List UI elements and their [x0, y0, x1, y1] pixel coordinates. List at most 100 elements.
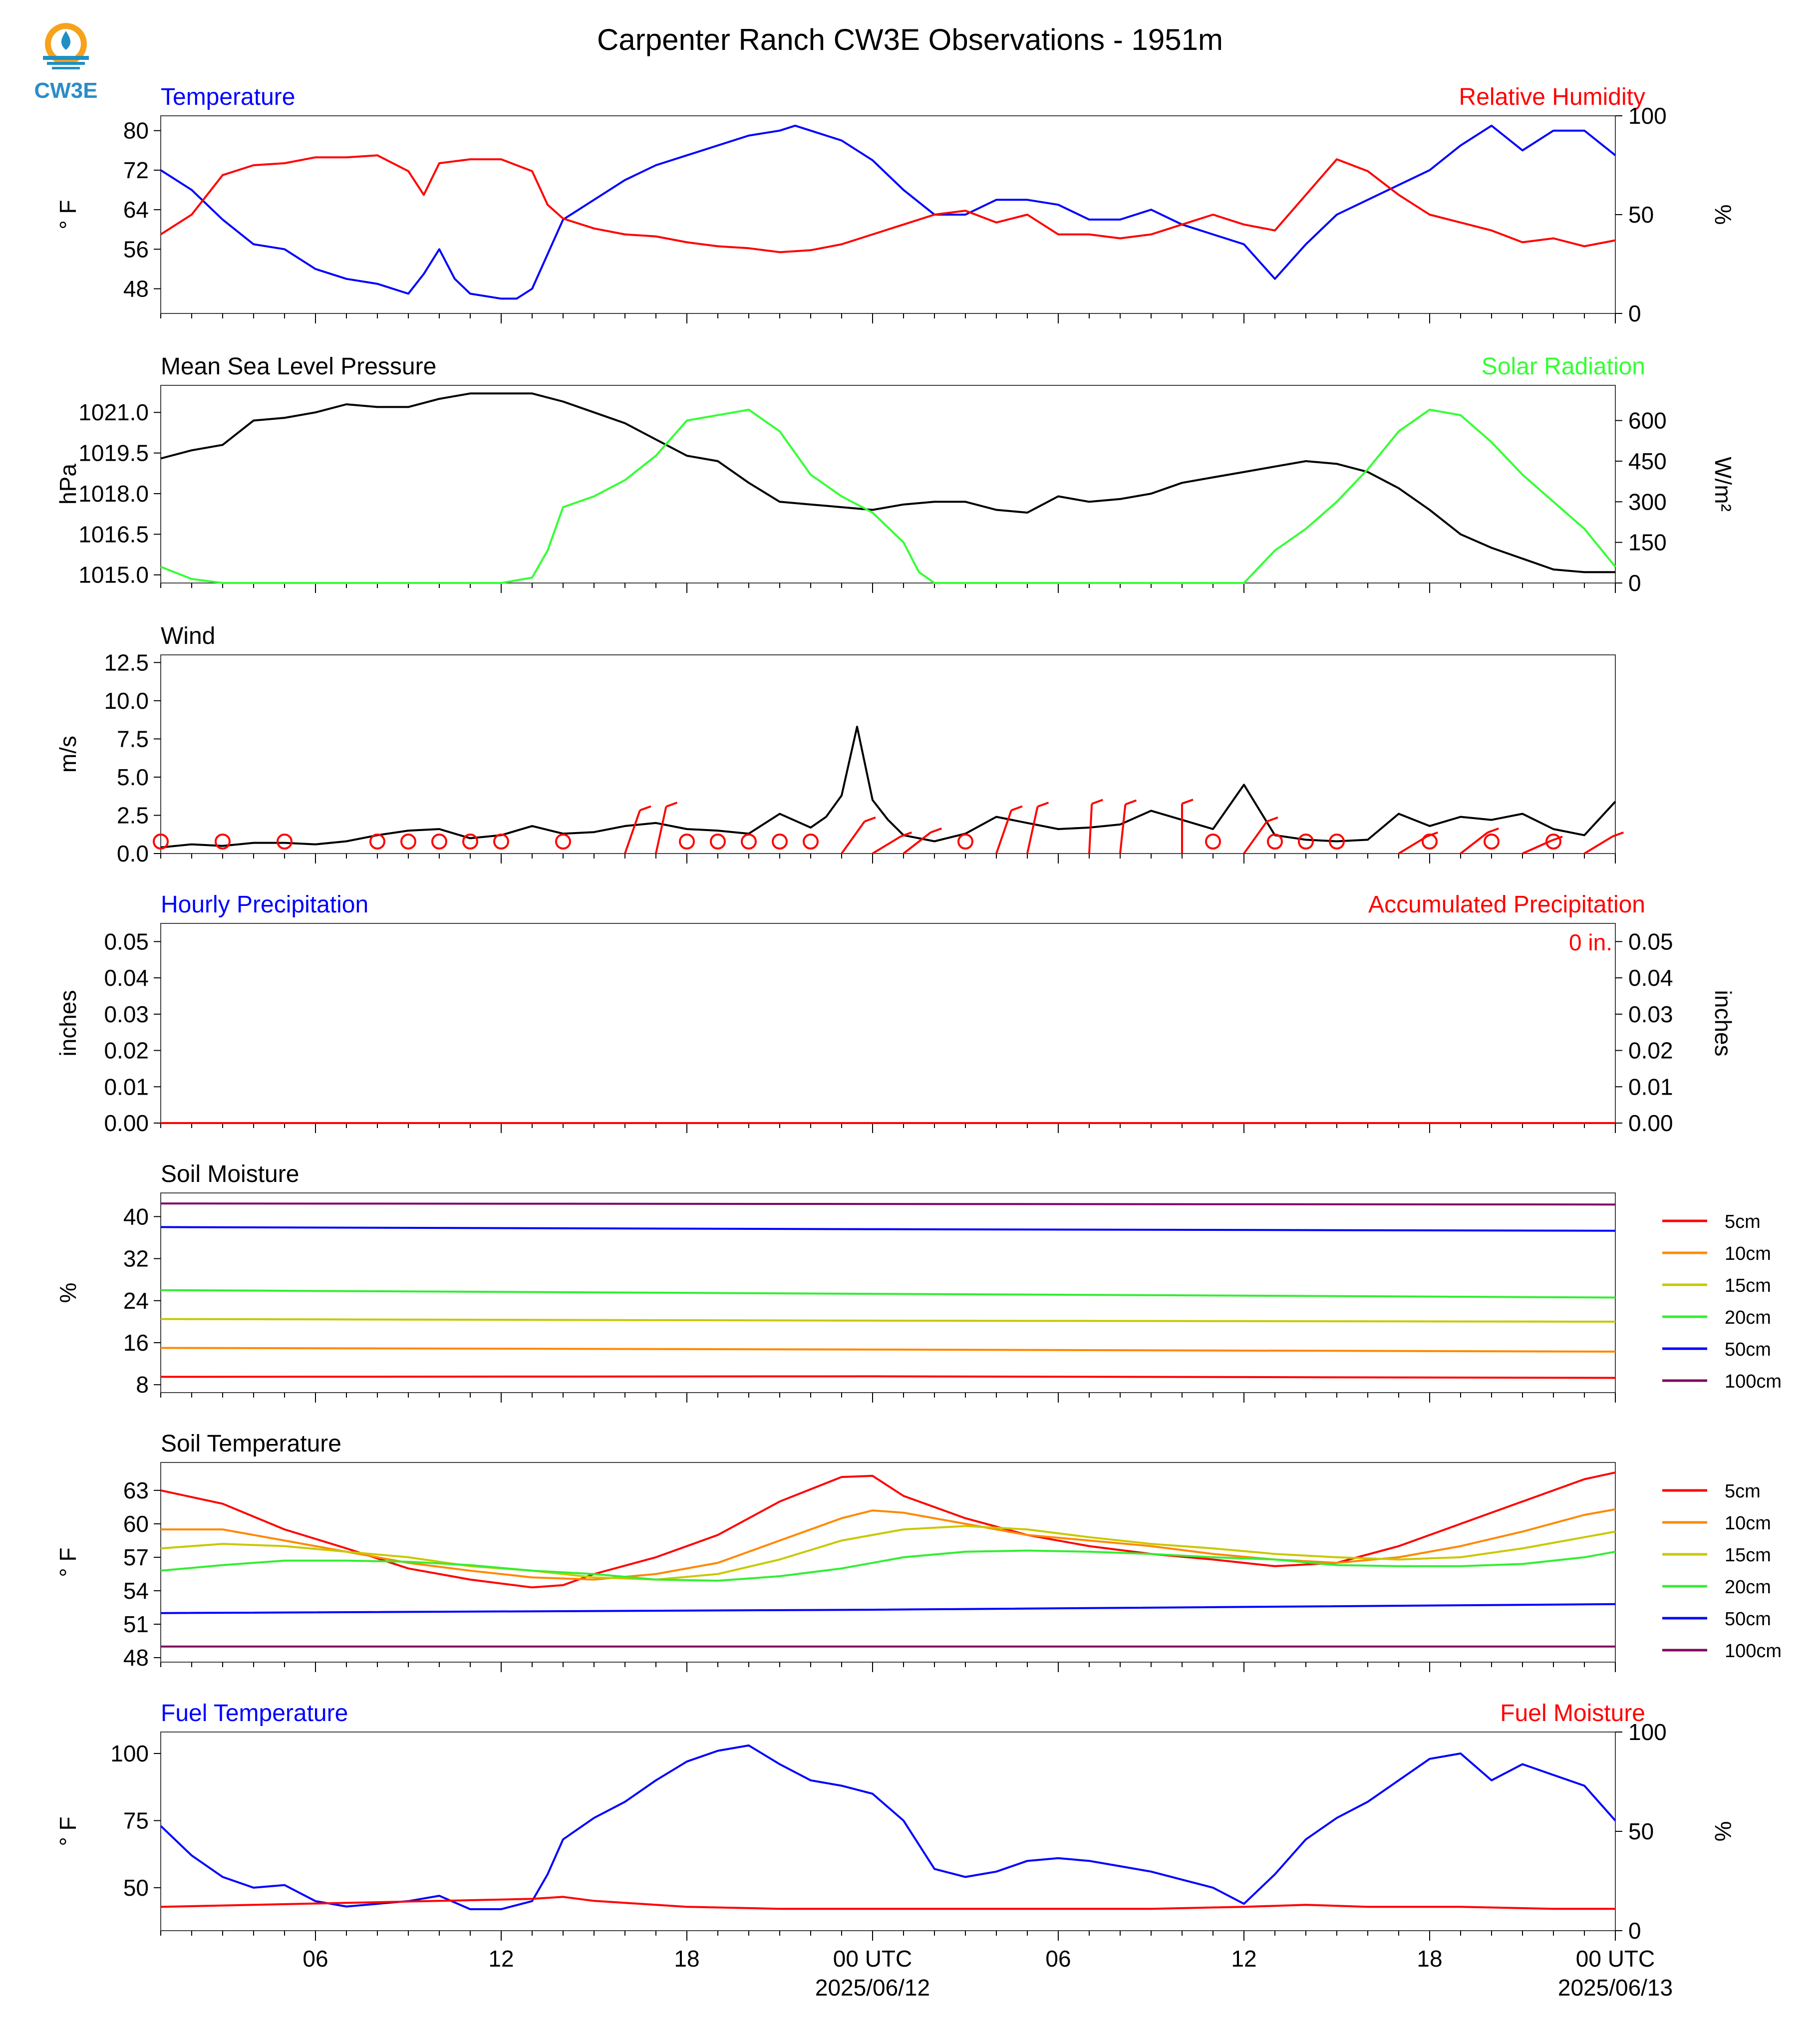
panel-left-title: Temperature	[161, 84, 295, 110]
wind-calm-marker	[1329, 834, 1345, 850]
y-tick-label: 7.5	[117, 726, 149, 752]
panel-left-title: Hourly Precipitation	[161, 891, 368, 918]
y2-tick-label: 0.05	[1628, 928, 1673, 954]
wind-calm-marker	[555, 834, 571, 850]
y-axis-label: m/s	[55, 736, 81, 773]
y2-axis-label: inches	[1710, 990, 1736, 1057]
series-line-50cm	[160, 1226, 1616, 1232]
y-tick-label: 10.0	[104, 688, 149, 714]
panel-pressure_solar: Mean Sea Level Pressure Solar Radiation 10…	[55, 353, 1736, 596]
y-axis-label: %	[55, 1283, 81, 1303]
panel-right-title: Solar Radiation	[1482, 353, 1645, 380]
y-axis-label: hPa	[55, 464, 81, 505]
legend-label: 5cm	[1725, 1211, 1761, 1232]
panel-fuel: Fuel Temperature Fuel Moisture 50 75 100 ° F 0…	[55, 1700, 1736, 2001]
wind-barb	[1583, 836, 1613, 855]
wind-barb	[1119, 804, 1127, 854]
x-tick-label: 00 UTC	[1576, 1946, 1655, 1972]
y-tick-label: 63	[123, 1477, 149, 1503]
panel-left-title: Soil Temperature	[161, 1431, 341, 1457]
y2-tick-label: 50	[1628, 1818, 1654, 1844]
y2-tick-label: 0.03	[1628, 1001, 1673, 1027]
wind-barb-feather	[1125, 799, 1137, 806]
x-tick-label: 12	[1231, 1946, 1256, 1972]
wind-calm-marker	[493, 834, 509, 850]
series-line-0	[160, 124, 1616, 300]
series-line-10cm	[160, 1347, 1616, 1353]
y-tick-label: 57	[123, 1544, 149, 1570]
wind-barb-feather	[1091, 799, 1103, 805]
series-line-5cm	[160, 1471, 1616, 1589]
y-tick-label: 0.05	[104, 928, 149, 954]
y-tick-label: 0.03	[104, 1001, 149, 1027]
y2-tick-label: 150	[1628, 530, 1667, 556]
series-line-20cm	[160, 1289, 1616, 1299]
cw3e-logo: CW3E	[34, 23, 98, 103]
wind-calm-marker	[153, 834, 169, 850]
wind-barb-feather	[1182, 799, 1194, 805]
y2-tick-label: 0	[1628, 300, 1641, 326]
y-tick-label: 0.0	[117, 841, 149, 867]
y-tick-label: 64	[123, 197, 149, 223]
panel-soil_moisture: Soil Moisture 8 16 24 32 40% 5cm 10cm 15cm 20cm 50…	[55, 1161, 1782, 1403]
y-tick-label: 72	[123, 157, 149, 183]
wind-barb-feather	[1037, 802, 1049, 808]
accumulation-annotation: 0 in.	[1569, 929, 1612, 955]
y2-tick-label: 0.02	[1628, 1038, 1673, 1064]
y2-tick-label: 0	[1628, 570, 1641, 596]
chart-panels: Temperature Relative Humidity4856647280° …	[55, 84, 1782, 2001]
wind-barb-feather	[1487, 827, 1500, 834]
x-tick-sublabel: 2025/06/13	[1558, 1975, 1673, 2001]
series-line-50cm	[160, 1603, 1616, 1614]
wind-barb	[1460, 832, 1489, 855]
figure-title: Carpenter Ranch CW3E Observations - 1951…	[597, 23, 1223, 56]
panel-right-title: Relative Humidity	[1459, 84, 1645, 110]
y-tick-label: 16	[123, 1330, 149, 1356]
y-axis-label: ° F	[55, 200, 81, 229]
wind-barb-feather	[665, 802, 678, 808]
wind-calm-marker	[369, 834, 385, 850]
y2-tick-label: 100	[1628, 1719, 1667, 1745]
y2-axis-label: W/m²	[1710, 457, 1736, 512]
y-tick-label: 51	[123, 1611, 149, 1637]
y-tick-label: 8	[136, 1372, 149, 1398]
series-line-100cm	[160, 1202, 1616, 1206]
legend-label: 10cm	[1725, 1243, 1771, 1264]
panel-left-title: Mean Sea Level Pressure	[161, 353, 436, 380]
legend-label: 20cm	[1725, 1577, 1771, 1598]
y-tick-label: 0.02	[104, 1038, 149, 1064]
wind-calm-marker	[741, 834, 757, 850]
y-axis-label: inches	[55, 990, 81, 1057]
wind-barb	[624, 810, 641, 854]
wind-barb-feather	[639, 805, 651, 812]
logo-text: CW3E	[34, 78, 97, 103]
y2-tick-label: 0.01	[1628, 1074, 1673, 1100]
wind-barb-feather	[864, 816, 876, 823]
series-line-1	[160, 154, 1616, 254]
wind-calm-marker	[1267, 834, 1283, 850]
y-tick-label: 48	[123, 276, 149, 302]
wind-calm-marker	[1205, 834, 1221, 850]
wind-barb-feather	[1011, 805, 1023, 812]
panel-frame	[160, 385, 1616, 583]
series-line-20cm	[160, 1549, 1616, 1582]
wind-calm-marker	[462, 834, 478, 850]
y-axis-label: ° F	[55, 1547, 81, 1577]
y2-tick-label: 600	[1628, 408, 1667, 434]
x-tick-label: 12	[488, 1946, 514, 1972]
panel-wind: Wind 0.0 2.5 5.0 7.5 10.0 12.5 m/s	[55, 623, 1624, 867]
legend-label: 5cm	[1725, 1481, 1761, 1502]
series-line-15cm	[160, 1525, 1616, 1581]
panel-left-title: Wind	[161, 623, 215, 649]
y2-tick-label: 0.00	[1628, 1110, 1673, 1136]
y2-tick-label: 300	[1628, 489, 1667, 515]
y2-tick-label: 450	[1628, 448, 1667, 474]
panel-right-title: Fuel Moisture	[1500, 1700, 1645, 1727]
wind-calm-marker	[1298, 834, 1314, 850]
panel-soil_temp: Soil Temperature 48 51 54 57 60 63 ° F 5cm 10cm 15…	[55, 1431, 1782, 1672]
wind-barb-feather	[1612, 831, 1624, 838]
wind-barb	[1243, 821, 1268, 855]
wind-calm-marker	[431, 834, 447, 850]
panel-precip: Hourly Precipitation Accumulated Precipit…	[55, 891, 1736, 1136]
wind-barb	[903, 832, 931, 855]
